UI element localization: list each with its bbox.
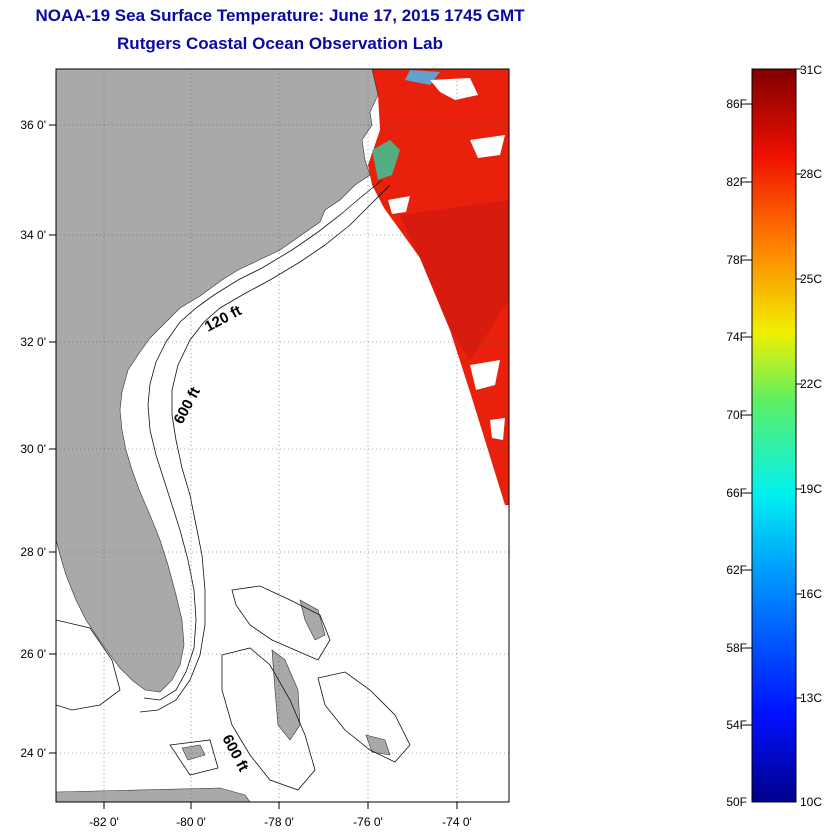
- sst-cool-nearshore: [372, 140, 400, 180]
- lat-label: 24 0': [20, 746, 46, 760]
- colorbar-f-label: 86F: [726, 97, 747, 111]
- colorbar-c-label: 22C: [800, 377, 822, 391]
- colorbar-gradient: [751, 68, 797, 803]
- lat-label: 32 0': [20, 335, 46, 349]
- bathymetry-contours: [56, 179, 411, 791]
- colorbar-c-label: 19C: [800, 482, 822, 496]
- cloud-patches: [388, 78, 505, 440]
- lat-label: 36 0': [20, 118, 46, 132]
- colorbar-f-label: 54F: [726, 718, 747, 732]
- colorbar-c-label: 31C: [800, 63, 822, 77]
- colorbar-f-label: 58F: [726, 641, 747, 655]
- lon-label: -80 0': [176, 815, 206, 829]
- latitude-labels: 36 0' 34 0' 32 0' 30 0' 28 0' 26 0' 24 0…: [20, 118, 46, 760]
- colorbar-f-label: 66F: [726, 486, 747, 500]
- map-frame: [55, 68, 510, 803]
- sst-swath-dark: [400, 200, 509, 360]
- colorbar-c-label: 16C: [800, 587, 822, 601]
- lon-label: -82 0': [89, 815, 119, 829]
- colorbar-f-label: 50F: [726, 795, 747, 809]
- colorbar-c-label: 10C: [800, 795, 822, 809]
- lon-label: -74 0': [442, 815, 472, 829]
- lon-label: -76 0': [353, 815, 383, 829]
- lat-label: 26 0': [20, 647, 46, 661]
- map-title: NOAA-19 Sea Surface Temperature: June 17…: [35, 6, 525, 25]
- axis-ticks: [49, 124, 458, 809]
- colorbar-c-label: 25C: [800, 272, 822, 286]
- lat-label: 30 0': [20, 442, 46, 456]
- map-subtitle: Rutgers Coastal Ocean Observation Lab: [117, 34, 443, 53]
- land-us-coast: [56, 69, 379, 693]
- longitude-labels: -82 0' -80 0' -78 0' -76 0' -74 0': [89, 815, 472, 829]
- colorbar-f-label: 70F: [726, 408, 747, 422]
- colorbar-f-label: 62F: [726, 563, 747, 577]
- lon-label: -78 0': [264, 815, 294, 829]
- map-panel: 120 ft 600 ft 600 ft: [56, 69, 509, 802]
- colorbar-f-label: 74F: [726, 330, 747, 344]
- colorbar-c-label: 13C: [800, 691, 822, 705]
- lat-label: 28 0': [20, 545, 46, 559]
- colorbar-f-label: 82F: [726, 175, 747, 189]
- colorbar-c-label: 28C: [800, 167, 822, 181]
- colorbar-f-label: 78F: [726, 253, 747, 267]
- lat-label: 34 0': [20, 228, 46, 242]
- colorbar: 86F 82F 78F 74F 70F 66F 62F 58F 54F 50F …: [726, 63, 822, 809]
